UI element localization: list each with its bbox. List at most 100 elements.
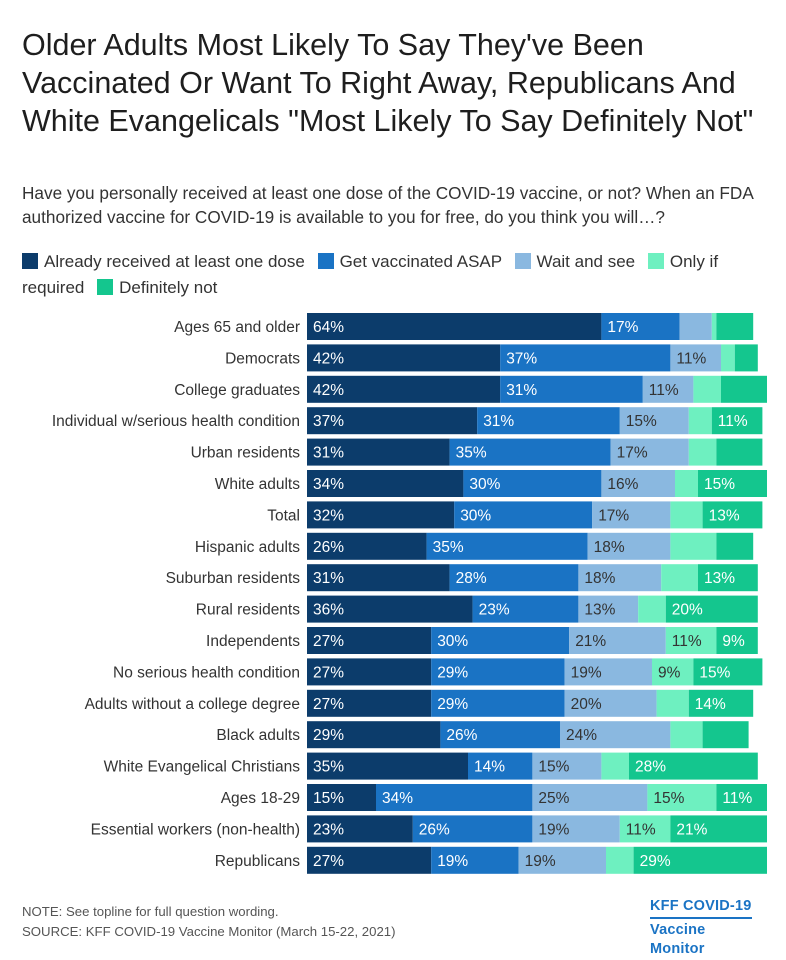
data-label: 26% (313, 539, 344, 556)
data-label: 20% (672, 602, 703, 619)
data-label: 19% (437, 853, 468, 870)
bar-segment-wait-and-see (532, 815, 620, 843)
bar-segment-get-vaccinated-asap (472, 595, 579, 623)
bar-segment-definitely-not (693, 658, 763, 686)
data-label: 64% (313, 319, 344, 336)
legend: Already received at least one dose Get v… (22, 249, 777, 301)
bar-segment-only-if-required (606, 846, 634, 874)
data-label: 11% (672, 633, 702, 650)
bar-segment-definitely-not (716, 313, 754, 340)
category-label-black-adults: Black adults (216, 727, 300, 744)
legend-swatch (97, 279, 114, 295)
data-label: 32% (313, 507, 344, 524)
bar-segment-get-vaccinated-asap (468, 752, 533, 780)
legend-label: Wait and see (536, 252, 636, 271)
bar-segment-already-received-at-least-one-dose (307, 846, 432, 874)
bar-segment-already-received-at-least-one-dose (307, 752, 468, 780)
data-label: 19% (525, 853, 556, 870)
data-label: 27% (313, 664, 344, 681)
bar-segment-already-received-at-least-one-dose (307, 470, 464, 497)
category-label-democrats: Democrats (225, 350, 300, 367)
data-label: 11% (722, 790, 752, 807)
data-label: 34% (313, 476, 344, 493)
bar-segment-already-received-at-least-one-dose (307, 627, 432, 654)
data-label: 34% (382, 790, 413, 807)
data-label: 11% (718, 413, 748, 430)
bar-segment-only-if-required (688, 438, 717, 466)
bar-segment-wait-and-see (564, 658, 652, 686)
legend-swatch (22, 253, 38, 269)
category-label-republicans: Republicans (215, 853, 301, 870)
legend-label: Get vaccinated ASAP (339, 252, 502, 271)
bar-segment-wait-and-see (619, 407, 689, 435)
data-label: 13% (709, 507, 740, 524)
data-label: 15% (313, 790, 344, 807)
category-label-ages-65-and-older: Ages 65 and older (174, 319, 300, 336)
bar-segment-get-vaccinated-asap (440, 721, 560, 749)
data-label: 19% (538, 821, 569, 838)
bar-segment-get-vaccinated-asap (500, 375, 643, 403)
bar-segment-only-if-required (670, 532, 717, 560)
bar-segment-definitely-not (698, 470, 767, 497)
bar-segment-definitely-not (716, 784, 767, 811)
data-label: 9% (722, 633, 745, 650)
data-label: 28% (635, 759, 666, 776)
bar-segment-already-received-at-least-one-dose (307, 564, 450, 592)
category-label-adults-without-a-college-degree: Adults without a college degree (85, 696, 300, 713)
bar-segment-already-received-at-least-one-dose (307, 313, 602, 340)
bar-segment-only-if-required (670, 501, 703, 529)
data-label: 27% (313, 853, 344, 870)
bar-segment-get-vaccinated-asap (426, 532, 588, 560)
category-label-suburban-residents: Suburban residents (166, 570, 301, 587)
bar-segment-get-vaccinated-asap (449, 438, 611, 466)
data-label: 29% (437, 664, 468, 681)
data-label: 42% (313, 382, 344, 399)
bar-segment-definitely-not (716, 532, 754, 560)
logo-line-1: KFF COVID-19 (650, 897, 752, 919)
bar-segment-only-if-required (638, 595, 666, 623)
data-label: 29% (437, 696, 468, 713)
bar-segment-only-if-required (670, 721, 703, 749)
data-label: 14% (695, 696, 726, 713)
data-label: 29% (313, 727, 344, 744)
bar-segment-definitely-not (702, 721, 749, 749)
bar-segment-definitely-not (711, 407, 763, 435)
data-label: 13% (584, 602, 615, 619)
bar-segment-definitely-not (633, 846, 767, 874)
bar-segment-get-vaccinated-asap (431, 689, 565, 717)
legend-swatch (317, 253, 334, 269)
data-label: 17% (617, 445, 648, 462)
bar-segment-wait-and-see (578, 564, 662, 592)
data-label: 24% (566, 727, 597, 744)
bar-segment-definitely-not (716, 627, 758, 654)
bar-segment-get-vaccinated-asap (431, 658, 565, 686)
data-label: 28% (456, 570, 487, 587)
bar-segment-get-vaccinated-asap (376, 784, 533, 811)
category-label-no-serious-health-condition: No serious health condition (113, 664, 300, 681)
data-label: 35% (456, 445, 487, 462)
data-label: 17% (598, 507, 629, 524)
data-label: 30% (469, 476, 500, 493)
data-label: 17% (607, 319, 638, 336)
bar-segment-already-received-at-least-one-dose (307, 344, 501, 372)
data-label: 31% (483, 413, 514, 430)
legend-label: Only if required (22, 252, 719, 297)
bar-segment-only-if-required (652, 658, 694, 686)
bar-segment-wait-and-see (610, 438, 689, 466)
category-label-hispanic-adults: Hispanic adults (195, 539, 300, 556)
legend-item-already-received: Already received at least one dose (22, 252, 305, 271)
bar-segment-definitely-not (670, 815, 767, 843)
bar-segment-already-received-at-least-one-dose (307, 815, 413, 843)
bar-segment-only-if-required (688, 407, 712, 435)
category-label-total: Total (267, 507, 300, 524)
data-label: 23% (313, 821, 344, 838)
bar-segment-wait-and-see (642, 375, 694, 403)
chart-title: Older Adults Most Likely To Say They've … (22, 28, 754, 138)
bar-segment-already-received-at-least-one-dose (307, 438, 450, 466)
legend-label: Already received at least one dose (44, 252, 305, 271)
data-label: 16% (607, 476, 638, 493)
bar-segment-wait-and-see (670, 344, 721, 372)
legend-swatch (647, 253, 664, 269)
bar-segment-get-vaccinated-asap (601, 313, 680, 340)
category-label-ages-18-29: Ages 18-29 (221, 790, 300, 807)
